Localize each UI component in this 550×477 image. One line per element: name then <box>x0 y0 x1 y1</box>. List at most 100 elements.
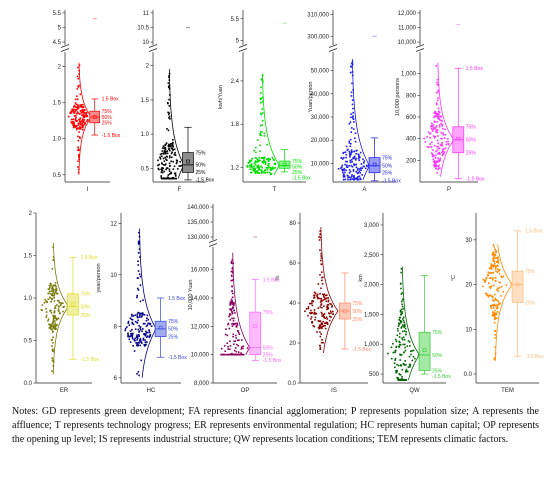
data-point <box>433 127 435 130</box>
data-point <box>390 357 393 360</box>
data-point <box>144 322 146 325</box>
data-point <box>85 111 88 114</box>
data-point <box>53 311 56 314</box>
data-point <box>229 319 232 321</box>
data-point <box>79 110 82 112</box>
data-point <box>327 300 330 303</box>
y-tick-label: 20 <box>289 341 296 347</box>
data-point <box>52 289 55 291</box>
data-point <box>161 177 164 180</box>
data-point <box>138 341 140 344</box>
data-point <box>260 130 262 133</box>
data-point <box>237 351 240 353</box>
data-point <box>437 97 439 99</box>
data-point <box>348 164 350 167</box>
data-point <box>80 126 82 129</box>
data-point <box>502 290 505 293</box>
data-point <box>145 343 147 346</box>
data-point <box>267 160 270 162</box>
data-point <box>76 88 79 90</box>
data-point <box>54 322 56 324</box>
data-point <box>313 325 316 328</box>
data-point <box>499 281 501 284</box>
data-point <box>237 330 239 332</box>
data-point <box>436 117 439 119</box>
data-point <box>321 306 323 309</box>
data-point <box>399 359 402 361</box>
data-point <box>404 349 407 352</box>
data-point <box>146 317 148 320</box>
data-point <box>324 322 326 325</box>
data-point <box>161 171 164 174</box>
data-point <box>319 233 322 236</box>
data-point <box>493 284 495 287</box>
data-point <box>351 175 353 178</box>
data-point <box>83 119 86 121</box>
data-point <box>51 370 53 372</box>
data-point <box>273 162 276 165</box>
data-point <box>134 339 136 342</box>
data-point <box>403 321 406 324</box>
data-point <box>149 323 152 326</box>
data-point <box>171 147 174 150</box>
y-tick-label: 10 <box>465 327 472 333</box>
data-point <box>77 77 80 80</box>
data-point <box>78 84 81 87</box>
data-point <box>273 159 276 162</box>
data-point <box>490 307 493 309</box>
data-point <box>396 376 399 379</box>
data-point <box>229 345 232 347</box>
data-point <box>143 343 146 346</box>
data-point <box>229 301 232 304</box>
data-point <box>441 154 444 157</box>
y-axis-label: % <box>275 275 281 280</box>
data-point <box>400 364 402 366</box>
data-point <box>149 322 152 325</box>
x-axis-label: I <box>87 187 89 193</box>
data-point <box>230 262 233 265</box>
data-point <box>167 144 170 147</box>
data-point <box>495 299 498 301</box>
data-point <box>433 164 435 166</box>
data-point <box>235 326 238 328</box>
data-point <box>167 111 169 114</box>
data-point <box>405 331 408 333</box>
data-point <box>164 164 166 166</box>
data-point <box>433 116 435 119</box>
box-annotation: -1.5 Box <box>352 347 371 353</box>
data-point <box>435 113 438 115</box>
data-point <box>485 277 487 280</box>
data-point <box>435 165 437 168</box>
data-point <box>352 111 354 114</box>
data-point <box>84 115 86 117</box>
data-point <box>432 158 435 161</box>
data-point <box>164 177 167 180</box>
data-point <box>231 301 234 303</box>
data-point <box>59 304 62 307</box>
data-point <box>436 83 439 86</box>
data-point <box>320 259 322 262</box>
data-point <box>161 162 163 164</box>
data-point <box>325 316 328 319</box>
data-point <box>348 150 351 153</box>
mean-marker <box>422 348 427 352</box>
box <box>278 160 291 169</box>
data-point <box>256 139 259 141</box>
data-point <box>175 177 177 180</box>
data-point <box>168 168 171 171</box>
data-point <box>399 344 402 346</box>
data-point <box>176 167 179 170</box>
data-point <box>320 322 323 324</box>
data-point <box>445 143 448 146</box>
data-point <box>224 350 227 353</box>
data-point <box>401 305 404 308</box>
data-point <box>320 263 323 266</box>
data-point <box>350 95 353 97</box>
y-tick-label: 1,000 <box>401 72 417 78</box>
data-point <box>268 171 271 174</box>
data-point <box>254 163 257 166</box>
data-point <box>396 370 398 373</box>
data-point <box>436 149 438 152</box>
data-point <box>495 260 498 263</box>
